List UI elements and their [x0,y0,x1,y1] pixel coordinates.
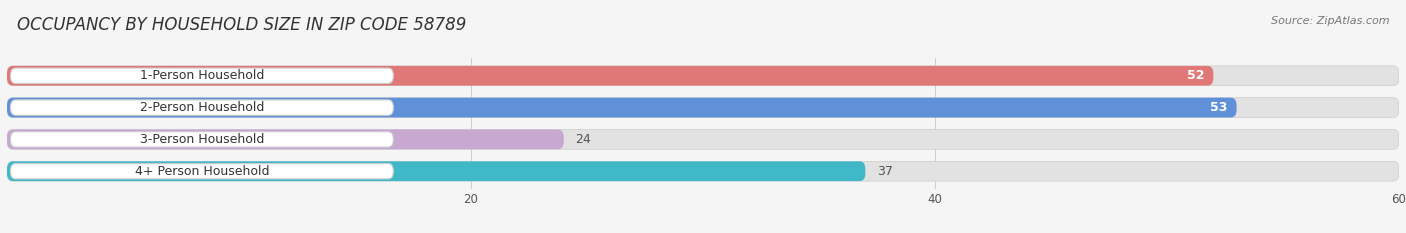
FancyBboxPatch shape [7,66,1399,86]
Text: 2-Person Household: 2-Person Household [139,101,264,114]
Text: 37: 37 [877,165,893,178]
FancyBboxPatch shape [10,132,394,147]
Text: 24: 24 [575,133,591,146]
FancyBboxPatch shape [10,164,394,179]
FancyBboxPatch shape [7,130,564,149]
FancyBboxPatch shape [7,98,1237,117]
FancyBboxPatch shape [10,68,394,83]
FancyBboxPatch shape [7,98,1399,117]
FancyBboxPatch shape [10,100,394,115]
FancyBboxPatch shape [7,130,1399,149]
FancyBboxPatch shape [7,161,866,181]
Text: 4+ Person Household: 4+ Person Household [135,165,269,178]
Text: 52: 52 [1187,69,1204,82]
Text: Source: ZipAtlas.com: Source: ZipAtlas.com [1271,16,1389,26]
Text: 1-Person Household: 1-Person Household [139,69,264,82]
FancyBboxPatch shape [7,161,1399,181]
FancyBboxPatch shape [7,66,1213,86]
Text: 3-Person Household: 3-Person Household [139,133,264,146]
Text: OCCUPANCY BY HOUSEHOLD SIZE IN ZIP CODE 58789: OCCUPANCY BY HOUSEHOLD SIZE IN ZIP CODE … [17,16,467,34]
Text: 53: 53 [1211,101,1227,114]
